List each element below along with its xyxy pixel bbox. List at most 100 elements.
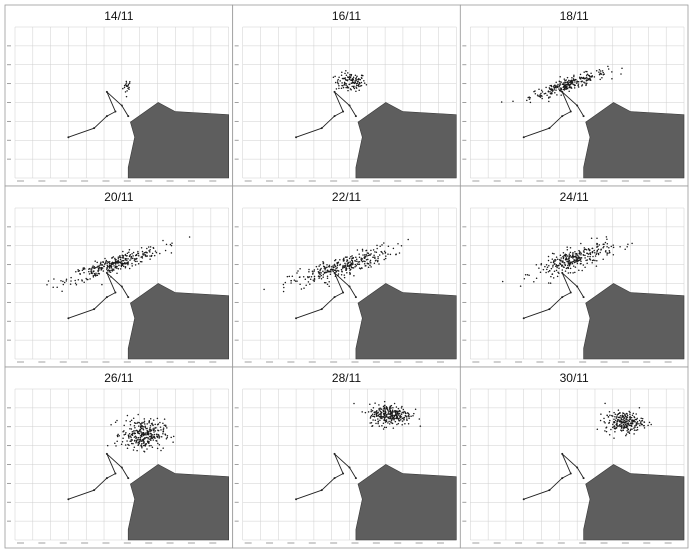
particle-point [590, 237, 593, 239]
particle-point [93, 266, 96, 268]
particle-point [358, 253, 360, 255]
particle-point [395, 253, 397, 256]
particle-point [633, 433, 635, 435]
particle-point [557, 83, 559, 86]
particle-point [98, 266, 101, 269]
particle-point [584, 248, 587, 251]
particle-point [127, 84, 129, 87]
particle-point [143, 252, 146, 254]
particle-point [616, 415, 618, 418]
particle-point [412, 415, 414, 417]
particle-point [98, 265, 100, 267]
particle-point [398, 252, 401, 254]
track-point [569, 291, 572, 294]
particle-point [122, 257, 125, 259]
particle-point [347, 87, 350, 89]
particle-point [400, 244, 403, 247]
particle-point [373, 262, 376, 264]
particle-point [396, 423, 398, 426]
particle-point [591, 251, 594, 254]
particle-point [592, 255, 594, 258]
particle-point [643, 424, 645, 427]
particle-point [378, 263, 380, 265]
particle-point [615, 417, 618, 419]
particle-point [619, 425, 621, 428]
particle-point [341, 82, 343, 84]
particle-point [603, 417, 605, 420]
particle-point [626, 416, 629, 418]
particle-point [634, 421, 636, 423]
particle-point [77, 278, 80, 281]
particle-point [377, 411, 379, 414]
particle-point [96, 261, 98, 264]
particle-point [391, 422, 393, 424]
particle-point [77, 270, 80, 273]
particle-point [404, 414, 407, 417]
particle-point [354, 260, 357, 262]
particle-point [120, 443, 123, 446]
particle-point [375, 259, 377, 261]
particle-point [383, 406, 386, 409]
particle-point [47, 280, 50, 282]
particle-point [385, 416, 387, 418]
particle-point [155, 433, 158, 435]
particle-point [551, 273, 554, 275]
track-point [342, 472, 345, 475]
particle-point [383, 426, 386, 428]
particle-point [311, 270, 314, 272]
particle-point [621, 416, 623, 419]
particle-point [367, 252, 370, 254]
particle-point [612, 246, 615, 249]
particle-point [562, 82, 565, 84]
particle-point [376, 244, 378, 247]
particle-point [282, 290, 285, 293]
particle-point [65, 278, 68, 281]
particle-point [611, 415, 614, 417]
particle-point [365, 249, 368, 252]
particle-point [124, 265, 127, 268]
particle-point [145, 433, 147, 436]
particle-point [549, 96, 551, 98]
particle-point [563, 82, 566, 84]
particle-point [563, 78, 566, 80]
particle-point [389, 409, 392, 412]
particle-point [398, 417, 400, 420]
particle-point [137, 444, 139, 446]
particle-point [627, 428, 630, 431]
track-point [354, 115, 357, 118]
particle-point [132, 255, 134, 257]
particle-point [334, 271, 336, 274]
particle-point [541, 97, 543, 100]
particle-point [610, 245, 613, 248]
particle-point [388, 411, 390, 413]
particle-point [586, 259, 589, 261]
track-point [67, 498, 70, 501]
particle-point [152, 419, 155, 421]
particle-point [351, 77, 354, 80]
particle-point [358, 263, 361, 266]
particle-point [575, 258, 577, 260]
particle-point [355, 258, 358, 260]
particle-point [300, 288, 303, 290]
particle-point [365, 265, 367, 267]
particle-point [90, 272, 93, 274]
particle-point [614, 419, 617, 422]
particle-point [112, 256, 115, 258]
particle-point [127, 262, 129, 265]
particle-point [319, 270, 321, 272]
particle-point [144, 436, 146, 439]
track-point [105, 452, 108, 455]
particle-point [311, 273, 314, 275]
particle-point [574, 255, 577, 257]
particle-point [140, 246, 143, 249]
particle-point [566, 81, 568, 84]
particle-point [377, 418, 379, 420]
particle-point [370, 422, 373, 424]
particle-point [570, 256, 573, 258]
particle-point [546, 268, 548, 271]
particle-point [370, 262, 372, 264]
particle-point [586, 79, 588, 82]
particle-point [604, 251, 607, 253]
particle-point [377, 259, 379, 262]
